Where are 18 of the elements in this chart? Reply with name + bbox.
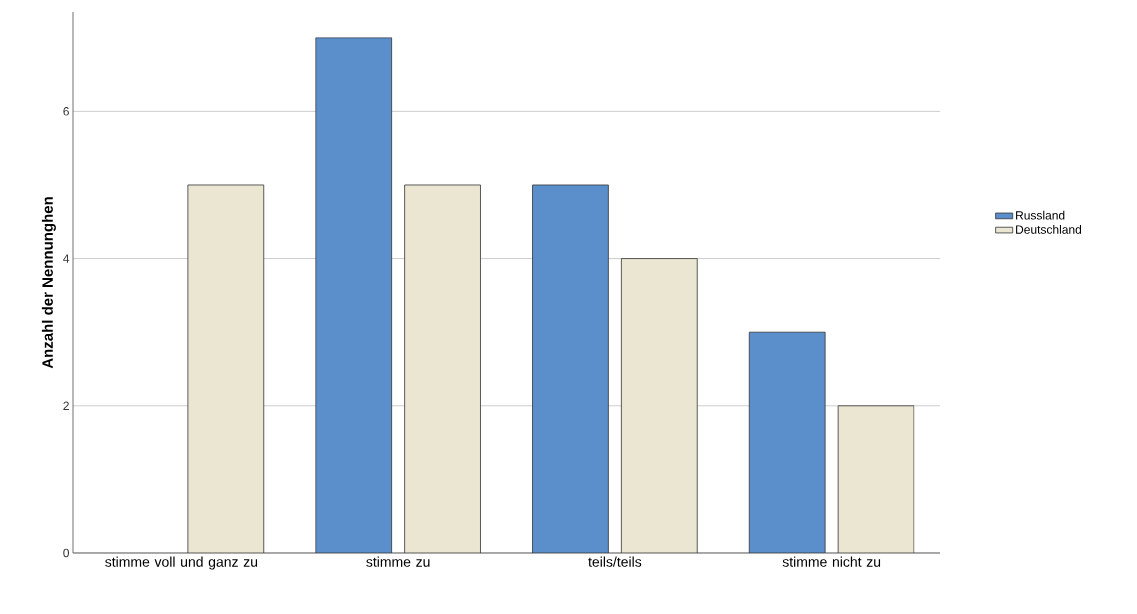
legend-label: Deutschland xyxy=(1016,224,1082,234)
bar xyxy=(620,258,698,553)
bar xyxy=(532,184,609,553)
y-tick-label: 6 xyxy=(63,107,69,116)
x-tick-label: stimme voll und ganz zu xyxy=(105,556,258,570)
x-tick-label: teils/teils xyxy=(588,556,642,567)
bar xyxy=(404,184,481,553)
x-tick-label: stimme zu xyxy=(366,556,430,567)
legend-label: Russland xyxy=(1016,210,1065,220)
y-tick-label: 2 xyxy=(63,401,69,410)
bar xyxy=(187,184,265,553)
bar xyxy=(837,405,915,553)
bar xyxy=(315,37,393,553)
y-tick-label: 0 xyxy=(63,548,70,558)
y-axis-title: Anzahl der Nennunghen xyxy=(41,197,56,369)
x-tick-label: stimme nicht zu xyxy=(782,556,881,567)
bar xyxy=(748,331,826,553)
y-tick-label: 4 xyxy=(63,254,70,263)
